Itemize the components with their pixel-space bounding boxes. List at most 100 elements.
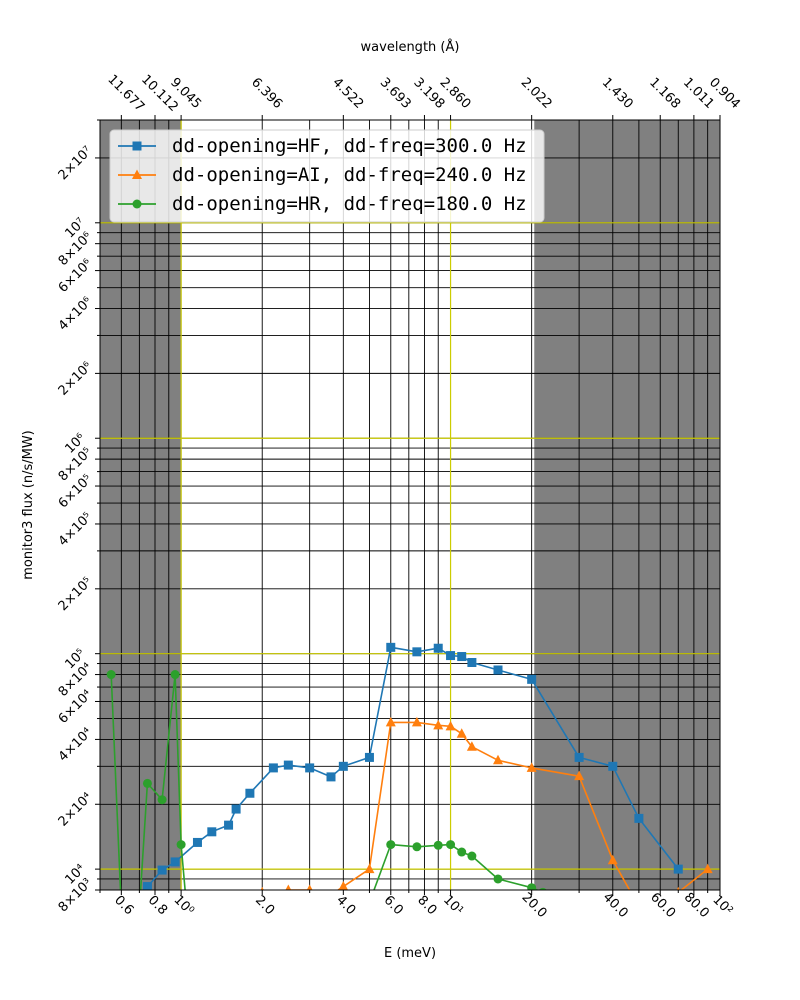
data-point (467, 851, 477, 861)
data-point (268, 763, 278, 773)
data-point (142, 882, 152, 890)
y-tick-label: 4×10⁶ (56, 294, 96, 334)
data-point (106, 670, 116, 680)
x-tick-label: 10² (709, 893, 735, 919)
x-tick-label: 20.0 (519, 890, 550, 921)
data-point (433, 719, 444, 730)
data-point (365, 898, 374, 907)
y-axis-label: monitor3 flux (n/s/MW) (21, 430, 36, 580)
plot-frame (99, 119, 721, 891)
data-point (467, 658, 477, 668)
y-tick-label: 2×10⁵ (56, 575, 96, 615)
series-layer (106, 642, 713, 911)
y-tick-label: 2×10⁶ (56, 359, 96, 399)
legend-label-1: dd-opening=AI, dd-freq=240.0 Hz (172, 164, 527, 186)
legend: dd-opening=HF, dd-freq=300.0 Hz dd-openin… (109, 129, 545, 223)
x-tick-label: 10¹ (440, 893, 466, 919)
series-2 (106, 670, 547, 907)
series-0 (142, 642, 683, 890)
data-point (526, 762, 537, 772)
shaded-regions (100, 120, 720, 890)
y-tick-label: 2×10⁴ (56, 790, 96, 830)
legend-label-2: dd-opening=HR, dd-freq=180.0 Hz (172, 193, 527, 215)
data-point (457, 652, 467, 662)
data-point (574, 752, 584, 762)
data-point (157, 865, 167, 875)
data-point (527, 674, 537, 684)
data-point (433, 840, 443, 850)
x-tick-label: 2.0 (252, 893, 277, 918)
y-tick-label: 2×10⁷ (56, 144, 96, 184)
x-tick-label: 8.0 (414, 893, 439, 918)
data-point (142, 778, 152, 788)
top-axis-label: wavelength (Å) (361, 39, 460, 55)
data-point (386, 642, 396, 652)
data-point (446, 840, 456, 850)
shaded-region-0 (100, 120, 182, 890)
y-tick-label: 4×10⁵ (56, 510, 96, 550)
data-point (676, 886, 680, 890)
legend-box (109, 129, 545, 223)
data-point (457, 847, 467, 857)
legend-marker-0 (132, 141, 142, 151)
data-point (306, 884, 313, 890)
x-tick-label: 0.8 (145, 893, 170, 918)
data-point (245, 788, 255, 798)
top-tick-label: 11.677 (104, 72, 147, 115)
data-point (260, 886, 264, 890)
data-point (192, 837, 202, 847)
data-point (224, 820, 234, 830)
data-point (634, 813, 644, 823)
data-point (283, 760, 293, 770)
data-point (702, 863, 713, 874)
data-point (170, 670, 180, 680)
data-point (338, 761, 348, 771)
data-point (305, 763, 315, 773)
data-point (411, 716, 422, 727)
legend-label-0: dd-opening=HF, dd-freq=300.0 Hz (172, 135, 527, 157)
data-point (326, 772, 336, 782)
data-point (538, 887, 547, 890)
data-point (493, 874, 503, 884)
top-tick-label: 2.022 (518, 75, 555, 112)
top-tick-label: 4.522 (329, 75, 366, 112)
data-point (527, 883, 537, 890)
x-tick-label: 10⁰ (171, 893, 197, 919)
x-axis-label: E (meV) (384, 946, 436, 961)
top-tick-label: 6.396 (248, 75, 285, 112)
data-point (608, 761, 618, 771)
data-point (330, 889, 332, 890)
data-point (466, 741, 477, 751)
x-tick-label: 0.6 (111, 893, 136, 918)
data-point (338, 881, 349, 890)
x-tick-label: 6.0 (381, 893, 406, 918)
data-point (445, 720, 456, 731)
data-point (364, 863, 375, 874)
series-1 (260, 716, 713, 911)
data-point (456, 728, 467, 738)
y-tick-label: 4×10⁴ (56, 725, 96, 765)
data-point (207, 827, 217, 837)
data-point (607, 854, 618, 865)
data-point (386, 840, 396, 850)
data-point (170, 857, 180, 867)
data-point (634, 901, 644, 911)
data-point (574, 770, 585, 781)
data-point (493, 754, 504, 765)
shaded-region-1 (534, 120, 720, 890)
x-tick-label: 4.0 (333, 893, 358, 918)
x-tick-label: 60.0 (647, 890, 678, 921)
x-tick-label: 80.0 (681, 890, 712, 921)
data-point (285, 884, 292, 890)
data-point (364, 752, 374, 762)
top-tick-label: 1.430 (599, 75, 636, 112)
data-point (385, 716, 396, 727)
reference-lines (100, 120, 720, 890)
data-point (433, 643, 443, 653)
data-point (412, 647, 422, 657)
data-point (157, 795, 167, 805)
legend-marker-1 (132, 169, 142, 179)
data-point (493, 665, 503, 675)
data-point (412, 842, 422, 852)
